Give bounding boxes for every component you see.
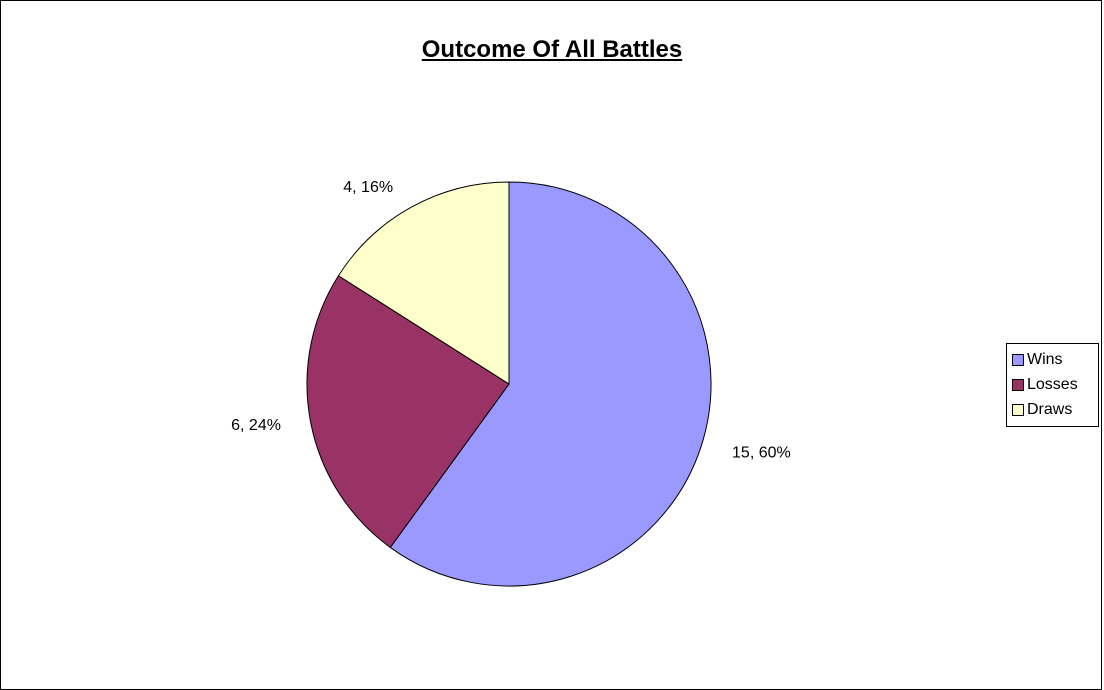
legend-label-draws: Draws xyxy=(1027,400,1073,418)
legend-swatch-wins xyxy=(1012,353,1024,366)
legend-swatch-losses xyxy=(1012,378,1024,391)
legend-label-losses: Losses xyxy=(1027,375,1078,393)
data-label-draws: 4, 16% xyxy=(343,179,393,196)
chart-legend: Wins Losses Draws xyxy=(1006,343,1099,427)
data-label-wins: 15, 60% xyxy=(732,444,791,461)
pie-slice-losses xyxy=(306,275,510,549)
data-label-losses: 6, 24% xyxy=(231,417,281,434)
legend-item-wins: Wins xyxy=(1012,347,1098,372)
pie-slice-draws xyxy=(337,181,510,385)
pie-slices xyxy=(306,181,712,587)
legend-item-losses: Losses xyxy=(1012,372,1098,397)
chart-title: Outcome Of All Battles xyxy=(421,36,683,63)
data-labels: 15, 60% 6, 24% 4, 16% xyxy=(231,179,791,462)
legend-label-wins: Wins xyxy=(1027,350,1063,368)
legend-item-draws: Draws xyxy=(1012,397,1098,422)
pie-slice-wins xyxy=(389,181,712,587)
legend-swatch-draws xyxy=(1012,403,1024,416)
